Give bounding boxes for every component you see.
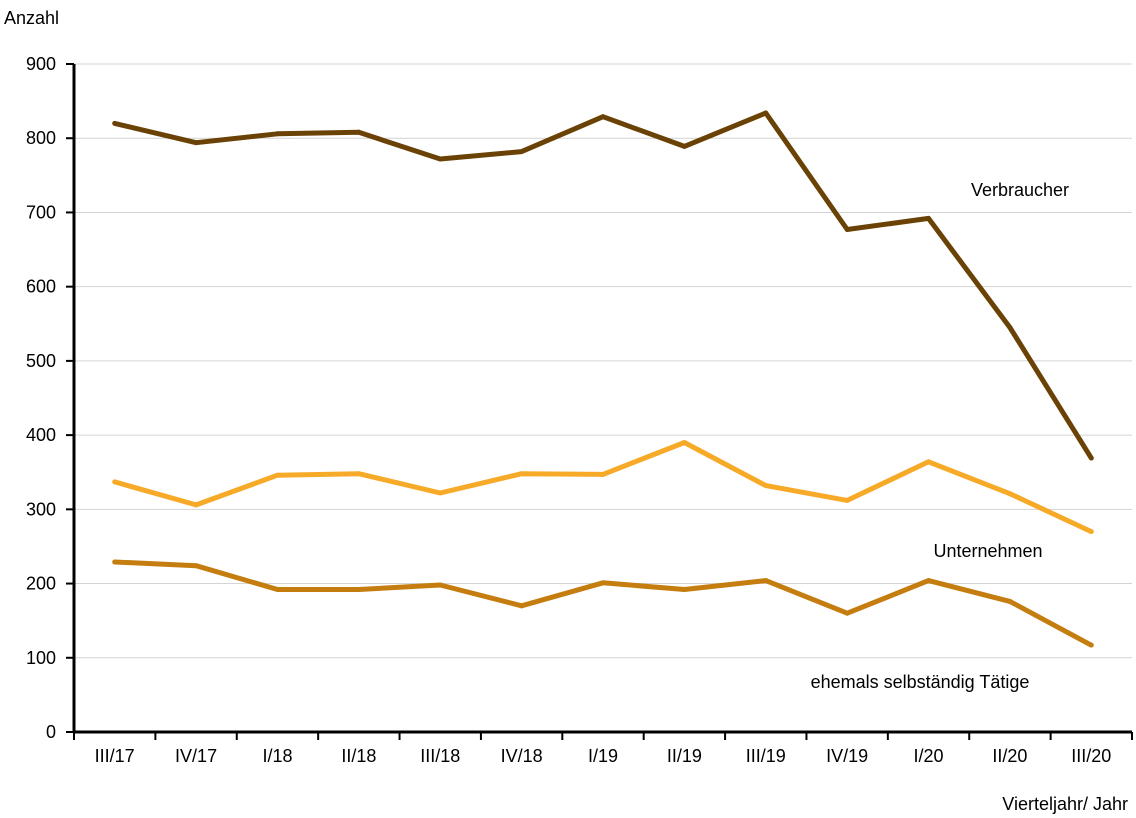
y-tick-label: 700 [26, 202, 56, 222]
y-axis-title: Anzahl [4, 8, 59, 28]
x-axis-tick-labels: III/17 IV/17 I/18 II/18 III/18 IV/18 I/19 II/19… [95, 746, 1112, 766]
x-axis-title: Vierteljahr/ Jahr [1002, 794, 1128, 814]
data-point [437, 582, 443, 588]
series-label-2: ehemals selbständig Tätige [811, 672, 1030, 692]
x-tick-label: I/18 [262, 746, 292, 766]
x-tick-label: I/20 [914, 746, 944, 766]
x-tick-label: III/20 [1071, 746, 1111, 766]
data-point [600, 580, 606, 586]
data-point [193, 140, 199, 146]
data-point [926, 215, 932, 221]
data-point [193, 563, 199, 569]
series-line-0 [114, 110, 1094, 460]
data-point [519, 603, 525, 609]
y-tick-label: 600 [26, 277, 56, 297]
data-point [519, 471, 525, 477]
x-tick-label: IV/17 [175, 746, 217, 766]
series-points-1 [112, 440, 1094, 535]
data-point [600, 471, 606, 477]
y-tick-label: 500 [26, 351, 56, 371]
data-point [274, 131, 280, 137]
data-point [926, 578, 932, 584]
data-point [600, 114, 606, 120]
data-point [112, 559, 118, 565]
y-tick-label: 800 [26, 128, 56, 148]
data-point [1007, 598, 1013, 604]
data-point [844, 610, 850, 616]
data-point [844, 227, 850, 233]
data-point [926, 459, 932, 465]
data-point [437, 490, 443, 496]
data-point [519, 149, 525, 155]
data-point [1088, 529, 1094, 535]
data-point [112, 120, 118, 126]
series-lines [112, 110, 1094, 648]
data-point [763, 483, 769, 489]
x-tick-label: IV/18 [501, 746, 543, 766]
x-tick-label: III/17 [95, 746, 135, 766]
data-point [1088, 455, 1094, 461]
axes [66, 63, 1133, 740]
data-point [274, 586, 280, 592]
x-tick-label: I/19 [588, 746, 618, 766]
data-point [112, 479, 118, 485]
x-tick-label: II/19 [667, 746, 702, 766]
y-tick-label: 100 [26, 648, 56, 668]
series-line-2 [114, 559, 1093, 648]
y-tick-label: 400 [26, 425, 56, 445]
y-tick-label: 0 [46, 722, 56, 742]
data-point [356, 471, 362, 477]
series-points-0 [112, 110, 1094, 461]
series-line-1 [114, 440, 1093, 534]
y-tick-label: 200 [26, 574, 56, 594]
x-tick-label: II/18 [341, 746, 376, 766]
series-labels: Verbraucher Unternehmen ehemals selbständi… [811, 180, 1069, 692]
data-point [681, 586, 687, 592]
series-label-1: Unternehmen [933, 541, 1042, 561]
data-point [844, 497, 850, 503]
data-point [1088, 642, 1094, 648]
y-tick-label: 300 [26, 499, 56, 519]
data-point [274, 472, 280, 478]
data-point [193, 502, 199, 508]
data-point [1007, 491, 1013, 497]
series-label-0: Verbraucher [971, 180, 1069, 200]
x-tick-label: III/18 [420, 746, 460, 766]
data-point [681, 143, 687, 149]
data-point [356, 129, 362, 135]
data-point [1007, 324, 1013, 330]
x-tick-label: III/19 [746, 746, 786, 766]
data-point [763, 110, 769, 116]
data-point [356, 586, 362, 592]
data-point [681, 440, 687, 446]
data-point [437, 156, 443, 162]
y-axis-tick-labels: 0 100 200 300 400 500 600 700 800 900 [26, 54, 56, 742]
y-tick-label: 900 [26, 54, 56, 74]
series-points-2 [112, 559, 1094, 648]
x-tick-label: IV/19 [826, 746, 868, 766]
data-point [763, 578, 769, 584]
x-tick-label: II/20 [992, 746, 1027, 766]
gridlines [74, 63, 1132, 659]
